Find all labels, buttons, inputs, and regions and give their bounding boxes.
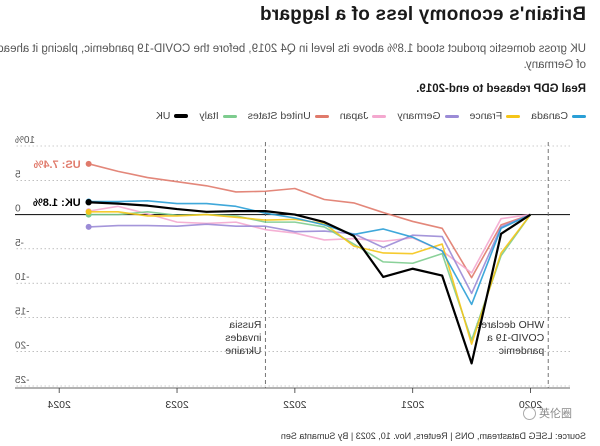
y-tick-label: -5 [15,238,24,249]
event-annotation-text: Russia [229,319,261,331]
y-tick-label: -20 [15,341,30,352]
logo-text: 英伦圈 [539,408,572,420]
x-tick-label: 2024 [47,399,71,411]
chart-source: Source: LSEG Datastream, ONS | Reuters, … [280,431,586,441]
legend-swatch [444,114,459,118]
legend-swatch [174,114,189,118]
series-line-united-states [88,163,531,279]
legend-item-italy: Italy [199,110,237,122]
legend-item-japan: Japan [340,110,387,122]
legend-item-germany: Germany [397,110,459,122]
series-line-canada [88,200,531,306]
legend-swatch [506,114,521,118]
legend-item-canada: Canada [531,110,586,122]
series-end-label: UK: 1.8% [33,197,81,209]
y-tick-label: 10% [15,135,35,146]
legend-item-uk: UK [156,110,189,122]
series-line-japan [88,205,531,274]
series-end-dot [85,199,92,206]
chart-title: Britain's economy less of a laggard [259,4,586,25]
event-annotation-text: Ukraine [225,345,261,357]
legend-item-france: France [470,110,521,122]
series-end-dot [85,223,92,230]
legend-label: Canada [531,110,568,122]
x-tick-label: 2022 [283,399,307,411]
line-chart: 10%50-5-10-15-20-2520202021202220232024W… [15,135,570,411]
legend-label: Germany [397,110,441,122]
y-tick-label: 0 [15,204,21,215]
event-annotation-text: pandemic [499,345,545,357]
chart-section-label: Real GDP rebased to end-2019. [416,83,586,95]
logo-icon [523,406,536,420]
legend-swatch [222,114,237,118]
series-end-dot [85,208,92,215]
event-annotation-text: WHO declares [476,319,544,331]
legend-swatch [314,114,329,118]
series-end-label: US: 7.4% [33,159,80,171]
legend-label: Italy [199,110,219,122]
event-annotation-text: COVID-19 a [487,332,544,344]
x-tick-label: 2021 [401,399,425,411]
x-tick-label: 2023 [165,399,189,411]
event-annotation-text: invades [225,332,261,344]
series-line-uk [88,201,532,365]
legend-label: United States [247,110,311,122]
series-line-germany [88,213,531,295]
legend-label: UK [155,110,171,122]
watermark-logo: 英伦圈 [523,405,572,421]
y-tick-label: -15 [15,306,30,317]
chart-legend: Canada France Germany Japan United States Ita… [156,110,586,122]
legend-label: Japan [339,110,369,122]
legend-item-united-states: United States [248,110,329,122]
y-tick-label: 5 [15,169,21,180]
legend-swatch [372,114,387,118]
y-tick-label: -25 [15,375,30,386]
chart-subtitle: UK gross domestic product stood 1.8% abo… [0,43,586,71]
legend-swatch [572,114,586,118]
legend-label: France [469,110,503,122]
series-end-dot [85,160,92,167]
y-tick-label: -10 [15,272,30,283]
